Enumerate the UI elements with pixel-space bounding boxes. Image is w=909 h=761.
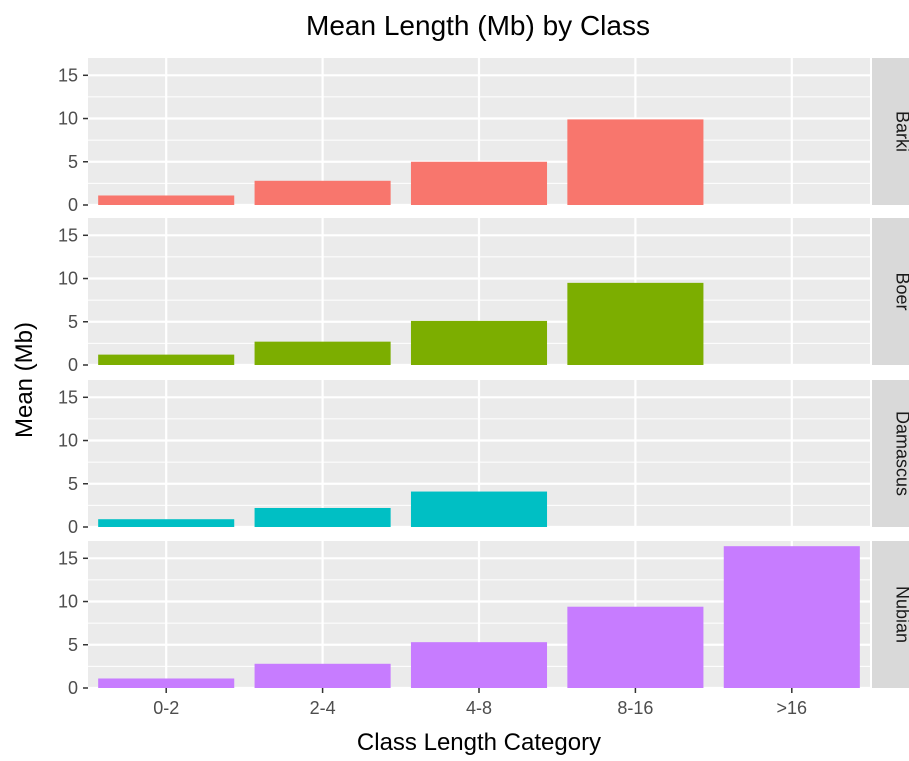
facet-panel-boer: 0 5 10 15 Boer [58,218,909,375]
facet-strip [872,380,909,527]
facet-strip [872,541,909,688]
bar-damascus-2-4 [254,507,391,527]
x-axis-title: Class Length Category [357,729,601,756]
bar-barki-8-16 [567,119,704,205]
facet-panel-barki: 0 5 10 15 Barki [58,58,909,215]
x-axis: 0-2 2-4 4-8 8-16 >16 [153,688,807,718]
x-tick-label-8-16: 8-16 [617,698,653,718]
facet-strip [872,58,909,205]
facet-panel-nubian: 0 5 10 15 Nubian [58,541,909,698]
bar-barki-4-8 [410,161,548,205]
bar-nubian-16 [723,546,860,688]
bar-barki-2-4 [254,180,391,205]
x-tick-label-16: >16 [777,698,808,718]
bar-boer-0-2 [98,354,235,365]
y-tick-label: 15 [58,548,78,568]
facet-panel-damascus: 0 5 10 15 Damascus [58,380,909,537]
bar-damascus-0-2 [98,519,235,527]
bar-barki-0-2 [98,195,235,205]
bar-nubian-0-2 [98,678,235,688]
y-tick-label: 10 [58,269,78,289]
facet-strip [872,218,909,365]
y-tick-label: 15 [58,225,78,245]
facet-label-boer: Boer [893,272,909,310]
y-tick-label: 10 [58,109,78,129]
y-axis-title: Mean (Mb) [11,322,38,438]
y-tick-label: 15 [58,65,78,85]
x-tick-label-4-8: 4-8 [466,698,492,718]
bar-boer-4-8 [410,320,548,365]
bar-damascus-4-8 [410,491,548,527]
chart-title: Mean Length (Mb) by Class [306,10,650,41]
bar-boer-2-4 [254,341,391,365]
y-tick-label: 0 [68,355,78,375]
y-tick-label: 5 [68,152,78,172]
y-tick-label: 15 [58,387,78,407]
y-tick-label: 0 [68,678,78,698]
y-tick-label: 0 [68,517,78,537]
facet-label-nubian: Nubian [893,586,909,643]
facet-label-damascus: Damascus [893,411,909,496]
y-tick-label: 0 [68,195,78,215]
bar-boer-8-16 [567,282,704,365]
facet-label-barki: Barki [893,111,909,152]
bar-nubian-4-8 [410,642,548,688]
facet-panels: 0 5 10 15 Barki 0 5 10 15 Boer 0 5 10 15 Damascus 0 5 10 1… [58,58,909,698]
y-tick-label: 10 [58,431,78,451]
x-tick-label-2-4: 2-4 [310,698,336,718]
bar-nubian-8-16 [567,606,704,688]
y-tick-label: 10 [58,592,78,612]
bar-nubian-2-4 [254,663,391,688]
y-tick-label: 5 [68,635,78,655]
y-tick-label: 5 [68,312,78,332]
y-tick-label: 5 [68,474,78,494]
x-tick-label-0-2: 0-2 [153,698,179,718]
